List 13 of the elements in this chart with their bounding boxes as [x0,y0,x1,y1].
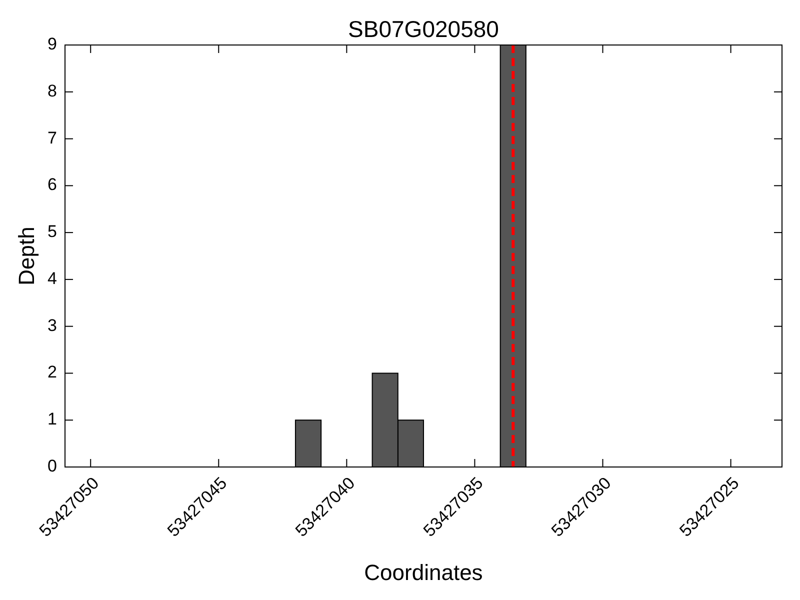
y-tick-label: 6 [48,175,57,194]
y-tick-label: 8 [48,81,57,100]
y-tick-label: 4 [48,268,57,288]
chart-title: SB07G020580 [348,16,499,42]
y-tick-label: 0 [48,456,57,476]
y-tick-label: 5 [48,222,57,242]
y-tick-label: 1 [48,410,57,429]
y-tick-label: 3 [48,316,57,335]
x-axis-title: Coordinates [364,560,483,585]
y-tick-label: 7 [48,128,57,148]
y-tick-label: 2 [48,362,57,382]
y-axis-title: Depth [14,226,39,286]
y-tick-label: 9 [48,34,57,54]
